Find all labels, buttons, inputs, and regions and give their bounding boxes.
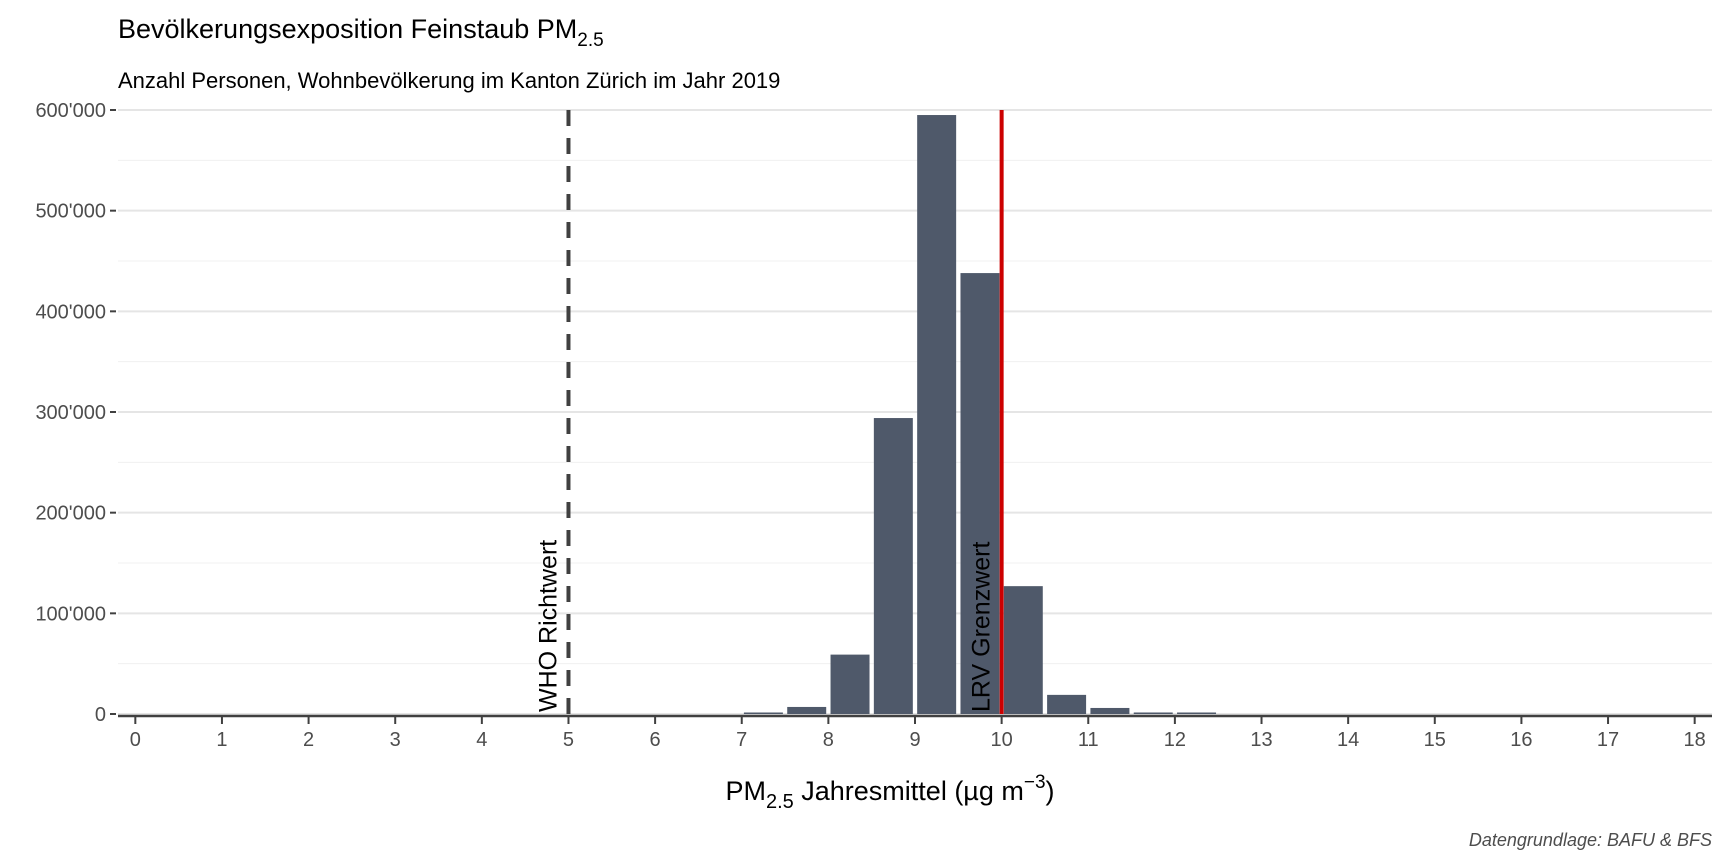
x-tick-label: 2 xyxy=(303,729,314,751)
reference-lines-layer: WHO Richtwert LRV Grenzwert xyxy=(534,110,1004,714)
histogram-bar xyxy=(1003,586,1043,714)
data-source-caption: Datengrundlage: BAFU & BFS xyxy=(1469,830,1712,850)
x-tick-label: 4 xyxy=(476,729,487,751)
chart-title: Bevölkerungsexposition Feinstaub PM2.5 xyxy=(118,14,604,51)
x-tick-label: 12 xyxy=(1164,729,1186,751)
bars-layer xyxy=(743,115,1217,715)
x-tick-label: 13 xyxy=(1250,729,1272,751)
x-tick-label: 5 xyxy=(563,729,574,751)
histogram-bar xyxy=(1090,707,1130,714)
axis-layer: 0 1 2 3 4 5 6 7 8 9 10 11 12 13 14 15 16 17 180100'000200'… xyxy=(35,100,1712,751)
chart-subtitle: Anzahl Personen, Wohnbevölkerung im Kant… xyxy=(118,68,780,93)
y-tick-label: 0 xyxy=(95,704,106,726)
y-tick-label: 400'000 xyxy=(35,301,106,323)
x-tick-label: 14 xyxy=(1337,729,1359,751)
histogram-bar xyxy=(743,712,783,714)
y-tick-label: 300'000 xyxy=(35,402,106,424)
x-axis-title: PM2.5 Jahresmittel (µg m−3) xyxy=(725,772,1054,813)
x-tick-label: 7 xyxy=(736,729,747,751)
y-tick-label: 200'000 xyxy=(35,503,106,525)
histogram-bar xyxy=(1133,712,1173,714)
histogram-bar xyxy=(873,418,913,714)
histogram-bar xyxy=(1047,694,1087,714)
x-tick-label: 3 xyxy=(390,729,401,751)
histogram-bar xyxy=(787,706,827,714)
histogram-bar xyxy=(830,654,870,714)
x-tick-label: 11 xyxy=(1078,729,1099,751)
x-tick-label: 17 xyxy=(1597,729,1619,751)
grid-layer xyxy=(118,109,1712,715)
x-tick-label: 15 xyxy=(1424,729,1446,751)
x-tick-label: 9 xyxy=(909,729,920,751)
y-tick-label: 500'000 xyxy=(35,201,106,223)
x-tick-label: 8 xyxy=(823,729,834,751)
histogram-bar xyxy=(917,115,957,715)
who-guideline-label: WHO Richtwert xyxy=(534,540,562,712)
y-tick-label: 600'000 xyxy=(35,100,106,122)
y-tick-label: 100'000 xyxy=(35,603,106,625)
x-tick-label: 0 xyxy=(130,729,141,751)
x-tick-label: 10 xyxy=(991,729,1013,751)
histogram-bar xyxy=(960,273,1000,714)
x-tick-label: 1 xyxy=(216,729,227,751)
x-tick-label: 18 xyxy=(1684,729,1706,751)
x-tick-label: 6 xyxy=(650,729,661,751)
histogram-bar xyxy=(1177,712,1217,714)
lrv-limit-label: LRV Grenzwert xyxy=(968,542,996,712)
x-tick-label: 16 xyxy=(1510,729,1532,751)
